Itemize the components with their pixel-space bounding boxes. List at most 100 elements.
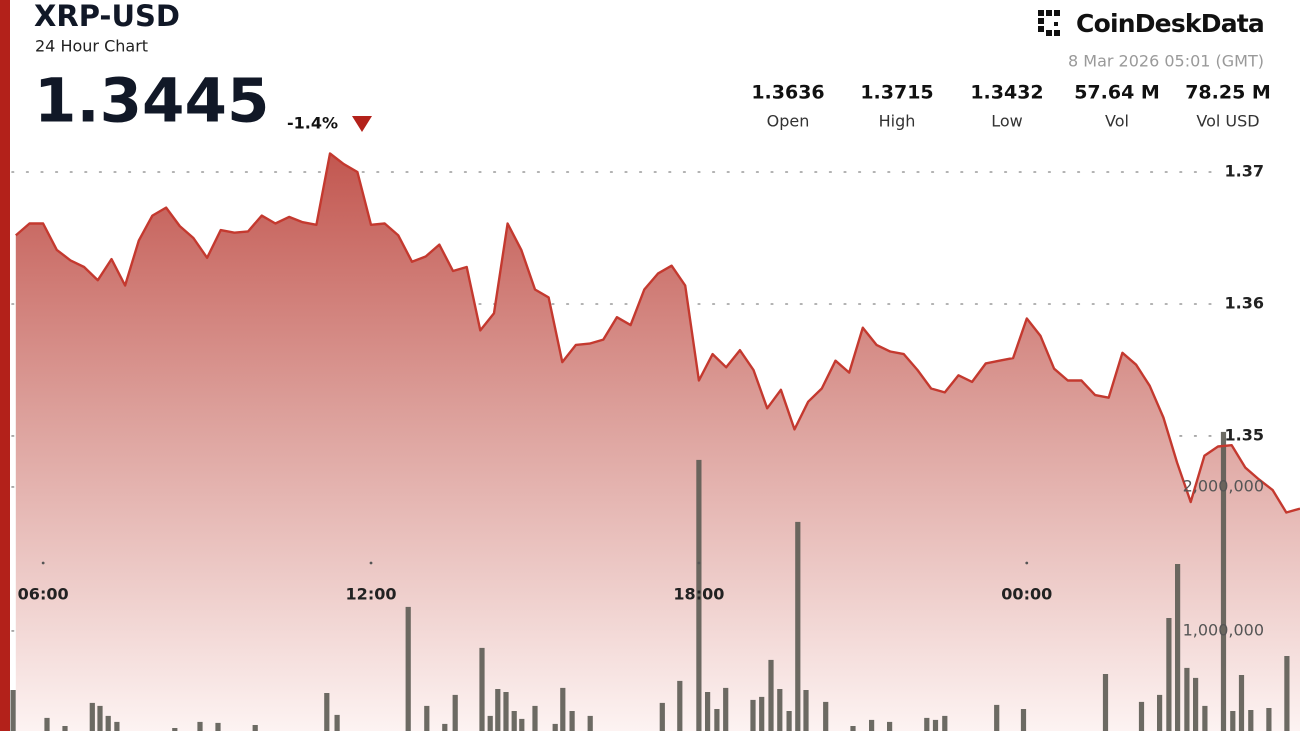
volume-bar — [1184, 667, 1190, 731]
volume-bar — [114, 721, 120, 731]
stat-label: Vol USD — [1196, 112, 1259, 131]
symbol: XRP-USD — [34, 0, 180, 33]
volume-bar — [887, 721, 893, 731]
volume-bar — [942, 715, 948, 731]
y-tick-label: 1.35 — [1225, 425, 1264, 444]
change: -1.4% — [287, 114, 338, 133]
volume-bar — [1175, 564, 1181, 731]
volume-bar — [89, 702, 95, 731]
volume-bar — [1238, 675, 1245, 731]
brand: CoinDeskData 8 Mar 2026 05:01 (GMT) — [1038, 9, 1265, 71]
volume-bar — [495, 689, 501, 731]
x-tick-mark — [1025, 561, 1029, 565]
volume-bar — [197, 721, 203, 731]
volume-bar — [768, 659, 774, 731]
volume-bar — [560, 687, 566, 731]
x-tick-mark — [41, 561, 45, 565]
x-tick-label: 06:00 — [18, 585, 69, 604]
volume-bar — [511, 711, 517, 731]
volume-bar — [795, 521, 801, 731]
brand-name: CoinDeskData — [1076, 9, 1264, 38]
volume-bar — [105, 715, 111, 731]
volume-bar — [869, 719, 875, 731]
stat-value: 57.64 M — [1074, 82, 1160, 104]
volume-bar — [452, 694, 458, 731]
volume-bar — [44, 717, 50, 731]
area-fill — [15, 153, 1300, 731]
volume-bar — [487, 715, 493, 731]
volume-bar — [932, 719, 939, 731]
volume-bar — [324, 693, 330, 731]
x-tick-label: 18:00 — [673, 585, 724, 604]
stat-value: 78.25 M — [1185, 82, 1271, 104]
x-tick-label: 12:00 — [346, 585, 397, 604]
volume-bar — [850, 726, 856, 731]
stat-value: 1.3715 — [860, 82, 933, 104]
stat-label: Open — [767, 112, 810, 131]
volume-bar — [714, 709, 720, 731]
volume-bar — [1220, 431, 1227, 731]
plot-area: 1.35 1.36 1.37 1,000,000 2,000,000 06:00 12:00… — [10, 152, 1300, 731]
volume-bars — [10, 431, 1290, 731]
volume-bar — [803, 690, 809, 731]
volume-bar — [1284, 656, 1290, 731]
volume-bar — [1157, 694, 1163, 731]
volume-bar — [1166, 618, 1172, 731]
x-tick-mark — [369, 561, 373, 565]
volume-bar — [777, 689, 783, 731]
volume-bar — [1020, 709, 1027, 731]
stat-label: Low — [991, 112, 1023, 131]
volume-bar — [479, 647, 485, 731]
volume-bar — [62, 726, 68, 731]
volume-bar — [442, 723, 448, 731]
down-arrow — [352, 116, 372, 132]
price-line — [15, 152, 1300, 514]
brand-icon — [1038, 10, 1060, 36]
volume-bar — [705, 692, 711, 731]
volume-bar — [723, 687, 729, 731]
volume-bar — [1102, 674, 1109, 731]
volume-bar — [172, 728, 178, 731]
volume-bar — [1230, 711, 1236, 731]
volume-bar — [1193, 677, 1199, 731]
stats: 1.3636 Open 1.3715 High 1.3432 Low 57.64 M Vol 7… — [751, 82, 1270, 131]
volume-bar — [994, 704, 1000, 731]
x-tick-mark — [697, 561, 701, 565]
volume-bar — [552, 723, 558, 731]
volume-bar — [334, 714, 340, 731]
volume-bar — [696, 459, 702, 731]
volume-bar — [215, 722, 221, 731]
volume-bar — [532, 705, 538, 731]
volume-bar — [424, 705, 430, 731]
volume-bar — [97, 705, 103, 731]
volume-bar — [1248, 710, 1254, 731]
volume-bar — [759, 696, 765, 731]
volume-bar — [823, 701, 829, 731]
volume-bar — [587, 715, 593, 731]
y-tick-label: 1.37 — [1225, 161, 1264, 180]
header: XRP-USD 24 Hour Chart 1.3445 -1.4% — [34, 0, 372, 137]
volume-bar — [405, 606, 411, 731]
volume-bar — [677, 680, 683, 731]
price: 1.3445 — [34, 66, 269, 137]
volume-bar — [503, 692, 509, 731]
x-tick-label: 00:00 — [1001, 585, 1052, 604]
volume-bar — [519, 718, 525, 731]
y2-tick-label: 1,000,000 — [1183, 620, 1264, 639]
volume-bar — [1202, 705, 1208, 731]
volume-bar — [1138, 701, 1145, 731]
volume-bar — [1266, 708, 1272, 731]
stat-label: High — [879, 112, 916, 131]
stat-label: Vol — [1105, 112, 1129, 131]
volume-bar — [750, 699, 756, 731]
volume-bar — [924, 717, 930, 731]
volume-bar — [659, 702, 665, 731]
y-tick-label: 1.36 — [1225, 293, 1264, 312]
volume-bar — [786, 711, 792, 731]
timestamp: 8 Mar 2026 05:01 (GMT) — [1068, 52, 1264, 71]
subtitle: 24 Hour Chart — [35, 37, 148, 56]
volume-bar — [569, 711, 575, 731]
y2-tick-label: 2,000,000 — [1183, 476, 1264, 495]
